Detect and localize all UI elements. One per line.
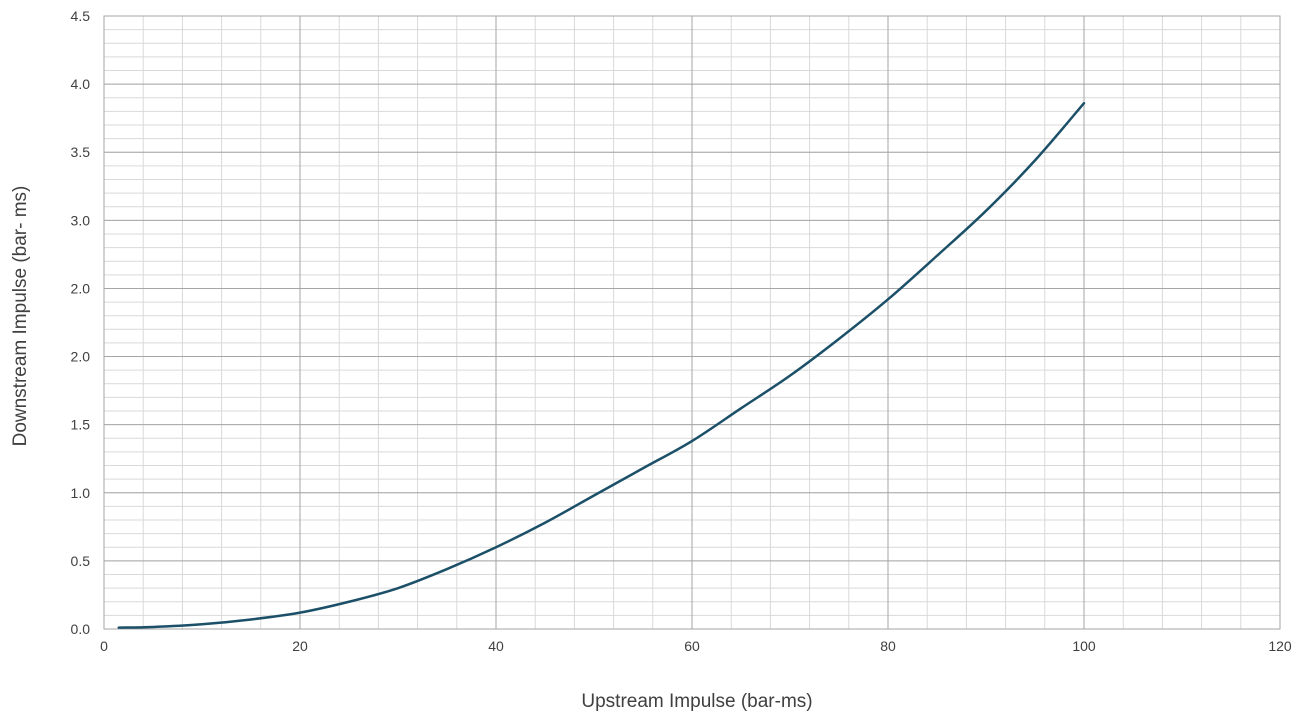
y-tick-label: 4.5 bbox=[71, 8, 91, 24]
y-tick-label: 4.0 bbox=[71, 76, 91, 92]
y-tick-label: 3.5 bbox=[71, 144, 91, 160]
y-tick-label: 0.0 bbox=[71, 621, 91, 637]
x-tick-label: 100 bbox=[1072, 638, 1096, 654]
y-axis-tick-labels: 0.0 0.5 1.0 1.5 2.0 2.0 3.0 3.5 4.0 4.5 bbox=[71, 8, 91, 637]
x-tick-label: 60 bbox=[684, 638, 700, 654]
x-axis-title: Upstream Impulse (bar-ms) bbox=[581, 691, 812, 712]
y-tick-label: 2.0 bbox=[71, 349, 91, 365]
plot-area-border bbox=[103, 15, 1281, 630]
y-tick-label: 1.5 bbox=[71, 417, 91, 433]
x-tick-label: 40 bbox=[488, 638, 504, 654]
y-tick-label: 1.0 bbox=[71, 485, 91, 501]
y-tick-label: 3.0 bbox=[71, 212, 91, 228]
y-axis-title: Downstream Impulse (bar- ms) bbox=[10, 186, 31, 447]
major-gridlines bbox=[103, 15, 1281, 630]
x-tick-label: 120 bbox=[1268, 638, 1292, 654]
x-axis-tick-labels: 0 20 40 60 80 100 120 bbox=[100, 638, 1292, 654]
x-tick-label: 20 bbox=[292, 638, 308, 654]
x-tick-label: 80 bbox=[880, 638, 896, 654]
y-tick-label: 2.0 bbox=[71, 280, 91, 296]
y-tick-label: 0.5 bbox=[71, 553, 91, 569]
series-line bbox=[117, 101, 1086, 629]
series-layer bbox=[117, 101, 1086, 629]
x-tick-label: 0 bbox=[100, 638, 108, 654]
